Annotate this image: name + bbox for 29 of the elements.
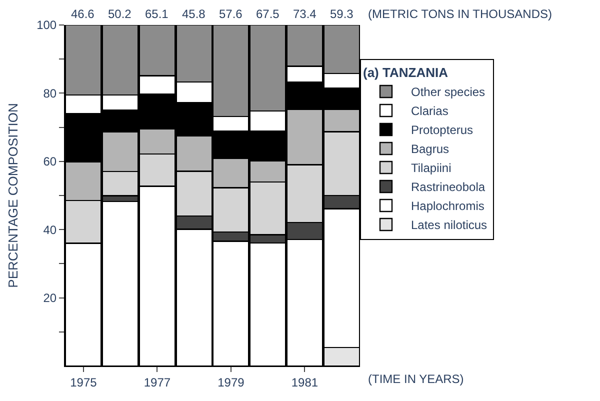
text: 73.4 (293, 7, 317, 21)
text: 59.3 (330, 7, 354, 21)
y-tick-label: 80 (43, 86, 57, 100)
x-tick-label: 1975 (70, 375, 98, 390)
text: 57.6 (219, 7, 243, 21)
text: 46.6 (71, 7, 95, 21)
legend-label: Haplochromis (411, 199, 484, 214)
legend-title: (a) TANZANIA (363, 65, 449, 80)
y-tick-label: 60 (43, 154, 57, 169)
text: (METRIC TONS IN THOUSANDS) (368, 7, 552, 21)
text: 67.5 (256, 7, 280, 21)
legend-label: Lates niloticus (411, 218, 488, 232)
x-tick-label: 1977 (144, 375, 171, 390)
legend-label: Other species (411, 85, 486, 100)
y-tick-label: 20 (43, 291, 57, 305)
legend-label: Bagrus (411, 142, 450, 156)
x-tick-label: 1979 (218, 375, 245, 390)
legend-label: Protopterus (411, 123, 474, 138)
legend-label: Tilapiini (411, 161, 452, 176)
x-axis-title: (TIME IN YEARS) (368, 372, 464, 386)
text: 65.1 (145, 7, 169, 21)
text: 50.2 (108, 7, 132, 21)
y-tick-label: 100 (36, 18, 57, 32)
text: 45.8 (182, 7, 206, 21)
y-tick-label: 40 (43, 222, 57, 237)
legend-label: Rastrineobola (411, 180, 486, 194)
x-tick-label: 1981 (291, 375, 318, 390)
legend-label: Clarias (411, 104, 448, 118)
y-axis-title: PERCENTAGE COMPOSITION (6, 103, 21, 288)
